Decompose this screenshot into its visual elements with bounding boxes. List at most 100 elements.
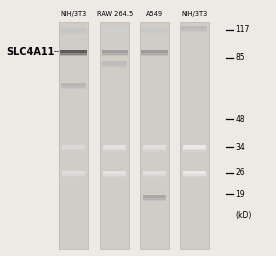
Bar: [143, 171, 166, 174]
Bar: [62, 149, 85, 152]
Bar: [141, 50, 168, 53]
Bar: [180, 22, 209, 249]
Bar: [140, 22, 169, 249]
Bar: [183, 171, 206, 173]
Bar: [143, 195, 166, 196]
Bar: [143, 198, 166, 201]
Bar: [60, 28, 86, 30]
Bar: [143, 171, 166, 173]
Bar: [181, 26, 207, 27]
Bar: [60, 32, 86, 33]
Bar: [61, 83, 86, 85]
Text: RAW 264.5: RAW 264.5: [97, 11, 133, 17]
Text: (kD): (kD): [235, 211, 252, 220]
Bar: [61, 83, 86, 86]
Bar: [102, 53, 128, 56]
Bar: [143, 195, 166, 198]
Bar: [183, 174, 206, 176]
Text: 19: 19: [235, 190, 245, 199]
Bar: [143, 198, 166, 199]
Bar: [102, 65, 127, 68]
Bar: [60, 28, 86, 31]
Text: SLC4A11: SLC4A11: [6, 47, 55, 57]
Bar: [60, 50, 86, 53]
Bar: [102, 28, 128, 31]
Bar: [102, 28, 128, 30]
Bar: [61, 86, 86, 89]
Bar: [141, 28, 168, 31]
Text: A549: A549: [146, 11, 163, 17]
Bar: [61, 86, 86, 88]
Bar: [60, 53, 86, 55]
Bar: [100, 22, 129, 249]
Text: --: --: [54, 47, 60, 56]
Bar: [143, 174, 166, 177]
Bar: [60, 53, 86, 56]
Bar: [143, 145, 166, 149]
Text: 26: 26: [235, 168, 245, 177]
Bar: [103, 145, 126, 149]
Bar: [60, 32, 86, 35]
Bar: [183, 171, 206, 174]
Bar: [141, 28, 168, 30]
Text: 85: 85: [235, 54, 245, 62]
Bar: [141, 50, 168, 52]
Bar: [60, 50, 86, 52]
Bar: [181, 29, 207, 31]
Text: NIH/3T3: NIH/3T3: [181, 11, 208, 17]
Text: 34: 34: [235, 143, 245, 152]
Bar: [183, 149, 206, 151]
Bar: [183, 149, 206, 152]
Bar: [102, 65, 127, 66]
Bar: [183, 145, 206, 147]
Bar: [143, 145, 166, 147]
Bar: [143, 145, 166, 148]
Bar: [103, 174, 126, 177]
Bar: [141, 32, 168, 35]
Bar: [60, 28, 86, 32]
Bar: [103, 174, 126, 176]
Bar: [141, 53, 168, 56]
Bar: [183, 145, 206, 148]
Bar: [102, 61, 127, 65]
Bar: [141, 32, 168, 33]
Bar: [102, 50, 128, 52]
Bar: [143, 171, 166, 174]
Bar: [181, 29, 207, 32]
Bar: [102, 32, 128, 35]
Bar: [103, 145, 126, 147]
Bar: [62, 174, 85, 177]
Bar: [61, 83, 86, 86]
Bar: [103, 149, 126, 151]
Bar: [62, 145, 85, 148]
Bar: [103, 149, 126, 152]
Bar: [183, 171, 206, 174]
Bar: [103, 145, 126, 148]
Bar: [102, 61, 127, 63]
Bar: [141, 28, 168, 32]
Bar: [62, 145, 85, 147]
Bar: [102, 50, 128, 53]
Bar: [102, 50, 128, 53]
Bar: [181, 26, 207, 29]
Bar: [62, 149, 85, 151]
Bar: [143, 149, 166, 151]
Bar: [62, 171, 85, 174]
Text: NIH/3T3: NIH/3T3: [60, 11, 87, 17]
Bar: [62, 171, 85, 174]
Bar: [143, 195, 166, 198]
Text: 48: 48: [235, 115, 245, 124]
Bar: [143, 149, 166, 152]
Bar: [141, 50, 168, 53]
Bar: [181, 26, 207, 29]
Bar: [60, 50, 86, 53]
Bar: [59, 22, 88, 249]
Bar: [103, 171, 126, 173]
Bar: [102, 28, 128, 32]
Bar: [102, 53, 128, 55]
Bar: [62, 174, 85, 176]
Bar: [183, 145, 206, 149]
Bar: [62, 171, 85, 173]
Bar: [143, 174, 166, 176]
Bar: [141, 53, 168, 55]
